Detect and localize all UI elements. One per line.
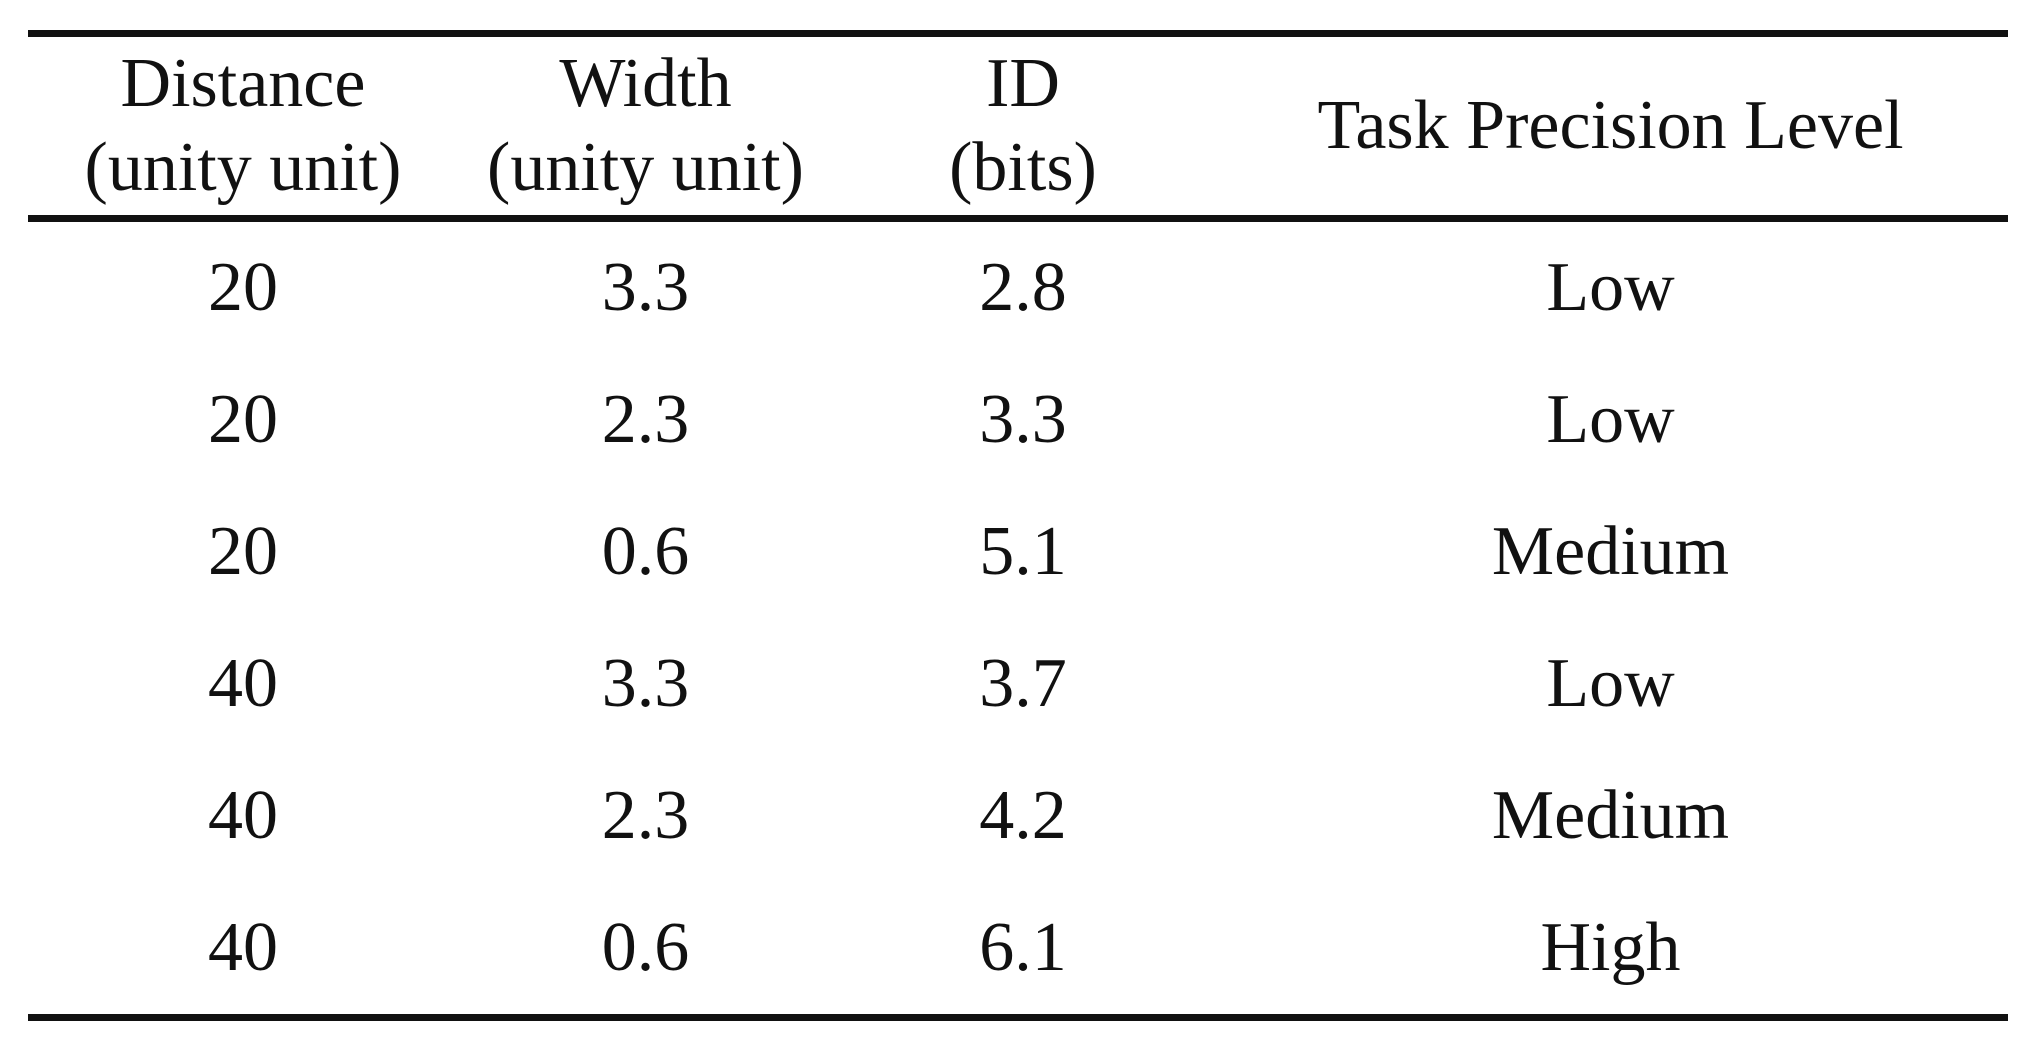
cell-precision: Low (1546, 381, 1675, 458)
table-row: 20 3.3 2.8 Low (28, 219, 2008, 355)
cell-id: 5.1 (979, 513, 1067, 590)
header-width: Width (unity unit) (458, 34, 833, 219)
header-id-title: ID (986, 45, 1060, 122)
cell-precision: Low (1546, 645, 1675, 722)
cell-width: 3.3 (601, 645, 690, 722)
cell-id: 3.7 (979, 645, 1067, 722)
cell-id: 6.1 (979, 909, 1067, 986)
cell-precision: High (1540, 909, 1681, 986)
header-distance: Distance (unity unit) (28, 34, 458, 219)
data-table-container: Distance (unity unit) Width (unity unit)… (28, 30, 2008, 1021)
header-id-unit: (bits) (949, 129, 1097, 206)
table-row: 20 2.3 3.3 Low (28, 354, 2008, 486)
header-id: ID (bits) (833, 34, 1213, 219)
cell-distance: 20 (208, 381, 278, 458)
table-row: 40 3.3 3.7 Low (28, 618, 2008, 750)
table-row: 40 2.3 4.2 Medium (28, 750, 2008, 882)
header-width-unit: (unity unit) (487, 129, 804, 206)
table-row: 20 0.6 5.1 Medium (28, 486, 2008, 618)
cell-id: 4.2 (979, 777, 1067, 854)
cell-width: 2.3 (601, 777, 690, 854)
table-row: 40 0.6 6.1 High (28, 882, 2008, 1018)
header-distance-title: Distance (120, 45, 366, 122)
table-body: 20 3.3 2.8 Low 20 2.3 3.3 Low 20 0.6 5.1… (28, 219, 2008, 1018)
cell-precision: Medium (1491, 777, 1730, 854)
cell-width: 3.3 (601, 249, 690, 326)
cell-id: 3.3 (979, 381, 1067, 458)
cell-distance: 40 (208, 909, 278, 986)
cell-distance: 40 (208, 645, 278, 722)
header-distance-unit: (unity unit) (84, 129, 402, 206)
data-table: Distance (unity unit) Width (unity unit)… (28, 30, 2008, 1021)
cell-distance: 20 (208, 513, 278, 590)
header-width-title: Width (559, 45, 732, 122)
cell-width: 0.6 (601, 513, 690, 590)
cell-distance: 40 (208, 777, 278, 854)
header-task-precision-level-title: Task Precision Level (1317, 87, 1904, 164)
cell-width: 2.3 (601, 381, 690, 458)
cell-distance: 20 (208, 249, 278, 326)
header-row: Distance (unity unit) Width (unity unit)… (28, 33, 2008, 219)
cell-width: 0.6 (601, 909, 690, 986)
cell-id: 2.8 (979, 249, 1067, 326)
header-task-precision-level: Task Precision Level (1213, 34, 2008, 219)
cell-precision: Medium (1491, 513, 1730, 590)
cell-precision: Low (1546, 249, 1675, 326)
table-header: Distance (unity unit) Width (unity unit)… (28, 33, 2008, 219)
